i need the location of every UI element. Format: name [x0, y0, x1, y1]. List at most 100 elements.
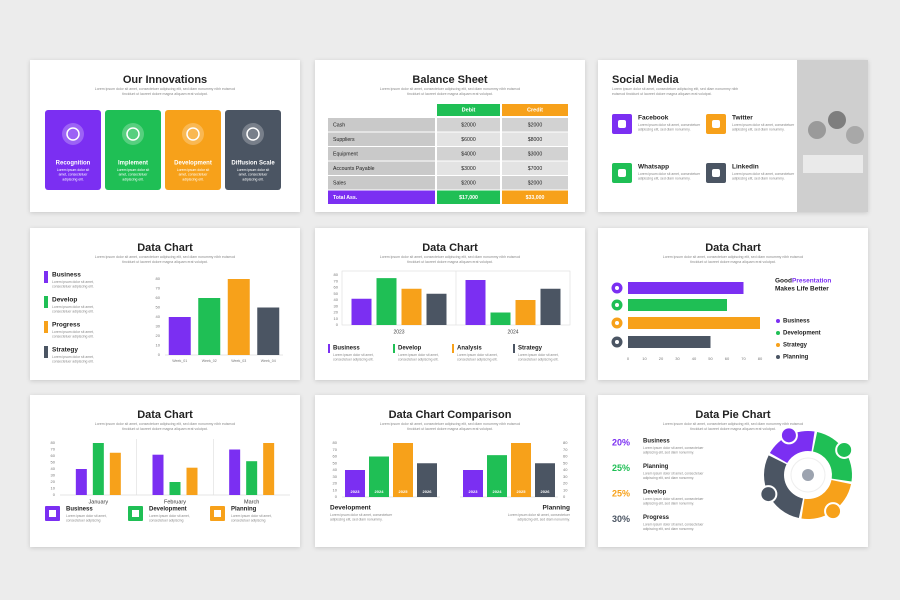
y-tick-label: 10: [333, 487, 338, 492]
slide-title: Data Pie Chart: [695, 409, 771, 421]
description: Lorem ipsum dolor sit amet, consectetuer: [643, 497, 704, 501]
y-tick-label: 50: [334, 291, 339, 296]
pie-slice: [763, 455, 804, 519]
y-tick-label: 70: [563, 447, 568, 452]
table-cell: [437, 147, 500, 161]
y-tick-label: 70: [334, 278, 339, 283]
icon: [126, 127, 140, 141]
x-tick-label: 70: [741, 356, 746, 361]
y-tick-label: 10: [51, 486, 56, 491]
x-tick-label: 30: [675, 356, 680, 361]
description: tincidunt ut laoreet dolore magna aliqua…: [407, 260, 492, 264]
description: tincidunt ut laoreet dolore magna aliqua…: [122, 260, 207, 264]
table-text: $3000: [461, 166, 476, 172]
legend-label: Business: [783, 319, 810, 325]
description: Lorem ipsum dolor sit amet,: [398, 353, 439, 357]
legend-label: Develop: [52, 297, 77, 304]
y-tick-label: 30: [333, 474, 338, 479]
y-tick-label: 10: [563, 487, 568, 492]
table-cell: [328, 190, 435, 204]
y-tick-label: 60: [334, 285, 339, 290]
bar: [535, 463, 555, 497]
table-cell: [437, 190, 500, 204]
y-tick-label: 70: [333, 447, 338, 452]
legend-swatch: [328, 344, 330, 353]
slice-icon: [779, 426, 798, 445]
description: consectetuer adipiscing elit.: [333, 357, 374, 361]
table-text: Sales: [333, 180, 346, 186]
y-tick-label: 10: [334, 316, 339, 321]
bar-icon-glyph: [615, 340, 619, 344]
bar: [490, 312, 511, 325]
description: Lorem ipsum dolor sit amet, consectetuer…: [612, 87, 738, 91]
description: Lorem ipsum dolor sit amet,: [52, 280, 94, 284]
description: amet, consectetuer: [119, 173, 149, 177]
bar: [186, 467, 198, 495]
description: Lorem ipsum dolor sit amet, consectetuer…: [663, 422, 804, 426]
table-text: $7000: [528, 166, 543, 172]
icon: [122, 123, 144, 145]
bar: [246, 461, 258, 495]
slide-card: [30, 228, 300, 380]
bar: [515, 300, 536, 325]
legend-glyph: [214, 510, 221, 517]
y-tick-label: 20: [156, 333, 161, 338]
description: Lorem ipsum dolor sit: [237, 168, 269, 172]
description: consectetuer adipiscing elit.: [457, 357, 498, 361]
legend-dot: [776, 319, 780, 323]
bar-icon-glyph: [615, 321, 619, 325]
headline: Presentation: [792, 278, 831, 285]
description: Lorem ipsum dolor sit amet,: [52, 305, 94, 309]
description: Lorem ipsum dolor sit amet, consectetuer…: [380, 422, 521, 426]
category-label: Progress: [643, 515, 670, 521]
legend-label: Development: [783, 331, 821, 337]
social-glyph: [712, 169, 720, 177]
bar: [511, 443, 531, 497]
bar: [227, 279, 250, 355]
bar-label: 2025: [399, 489, 409, 494]
bar-label: 2023: [469, 489, 479, 494]
description: adipiscing elit.: [122, 177, 143, 181]
description: Lorem ipsum dolor sit amet, consectetuer: [643, 471, 704, 475]
legend-swatch: [44, 271, 48, 283]
table-cell: [328, 176, 435, 190]
percent-label: 25%: [612, 463, 630, 473]
y-tick-label: 60: [563, 454, 568, 459]
description: consectetuer adipiscing elit.: [52, 360, 94, 364]
x-tick-label: March: [244, 499, 259, 505]
legend-swatch: [393, 344, 395, 353]
description: Lorem ipsum dolor sit: [117, 168, 149, 172]
x-tick-label: 10: [642, 356, 647, 361]
y-tick-label: 50: [51, 460, 56, 465]
bar: [540, 288, 561, 325]
x-tick-label: January: [89, 499, 109, 505]
headline: Makes Life Better: [775, 286, 829, 293]
legend-swatch: [44, 346, 48, 358]
description: adipiscing elit, sed diam nonummy.: [643, 527, 694, 531]
y-tick-label: 40: [156, 314, 161, 319]
percent-label: 20%: [612, 437, 630, 447]
description: Lorem ipsum dolor sit amet,: [333, 353, 374, 357]
description: Lorem ipsum dolor sit: [57, 168, 89, 172]
social-glyph: [618, 169, 626, 177]
y-tick-label: 0: [336, 322, 339, 327]
bar: [169, 482, 181, 495]
social-name: Whatsapp: [638, 164, 669, 171]
category-label: Business: [643, 439, 670, 445]
slice-icon: [824, 502, 843, 521]
y-tick-label: 40: [563, 467, 568, 472]
description: Lorem ipsum dolor sit amet, consectetuer…: [380, 255, 521, 259]
bar-label: 2024: [493, 489, 503, 494]
description: Lorem ipsum dolor sit amet, consectetuer…: [663, 255, 804, 259]
description: tincidunt ut laoreet dolore magna aliqua…: [122, 427, 207, 431]
bar: [263, 443, 275, 495]
x-tick-label: Week_04: [261, 359, 276, 363]
bar: [109, 452, 121, 495]
description: Lorem ipsum dolor sit amet, consectetuer: [638, 123, 701, 127]
bar: [393, 443, 413, 497]
y-tick-label: 60: [156, 295, 161, 300]
table-cell: [328, 132, 435, 146]
pie-slice: [769, 431, 815, 463]
description: tincidunt ut laoreet dolore magna aliqua…: [690, 427, 775, 431]
icon: [62, 123, 84, 145]
